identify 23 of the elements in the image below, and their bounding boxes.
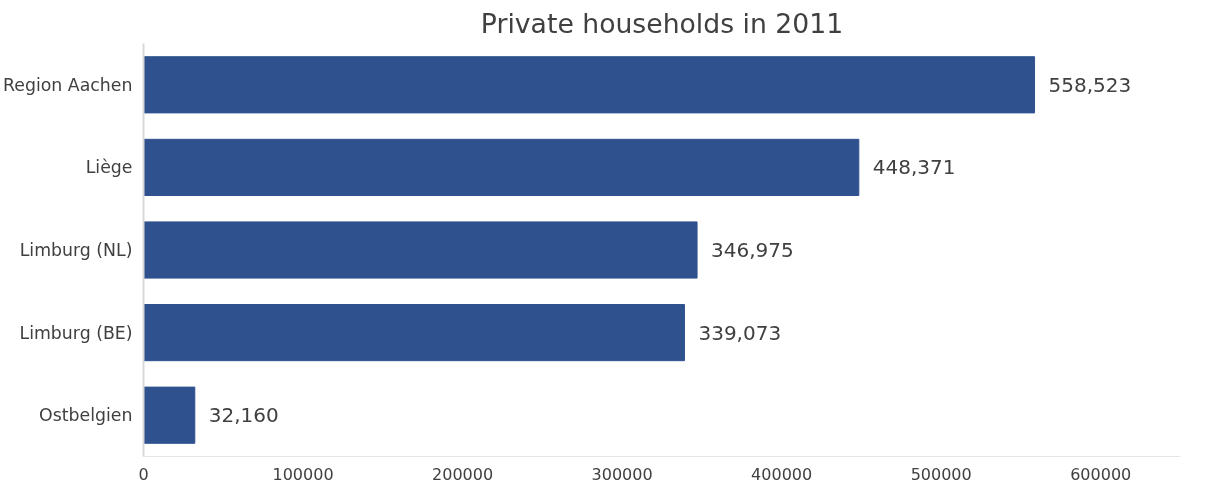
y-tick-label: Ostbelgien <box>39 405 133 426</box>
bar <box>143 304 685 362</box>
y-tick-label: Region Aachen <box>3 74 133 95</box>
x-tick-label: 0 <box>138 464 149 484</box>
bar <box>143 138 860 196</box>
data-label: 558,523 <box>1048 72 1132 97</box>
x-tick-label: 100000 <box>272 464 334 484</box>
x-tick-label: 200000 <box>432 464 494 484</box>
x-tick-label: 300000 <box>591 464 653 484</box>
bar <box>143 386 196 444</box>
x-tick-label: 600000 <box>1070 464 1132 484</box>
y-tick-label: Limburg (NL) <box>19 240 133 260</box>
x-tick-label: 400000 <box>751 464 813 484</box>
bar <box>143 221 698 279</box>
chart-title: Private households in 2011 <box>480 7 844 39</box>
data-label: 32,160 <box>208 403 279 428</box>
x-tick-label: 500000 <box>910 464 972 484</box>
y-tick-label: Limburg (BE) <box>19 322 133 343</box>
data-label: 339,073 <box>698 320 782 345</box>
y-tick-label: Liège <box>85 157 133 178</box>
data-label: 448,371 <box>872 155 956 180</box>
bar <box>143 56 1036 114</box>
data-label: 346,975 <box>711 238 794 262</box>
